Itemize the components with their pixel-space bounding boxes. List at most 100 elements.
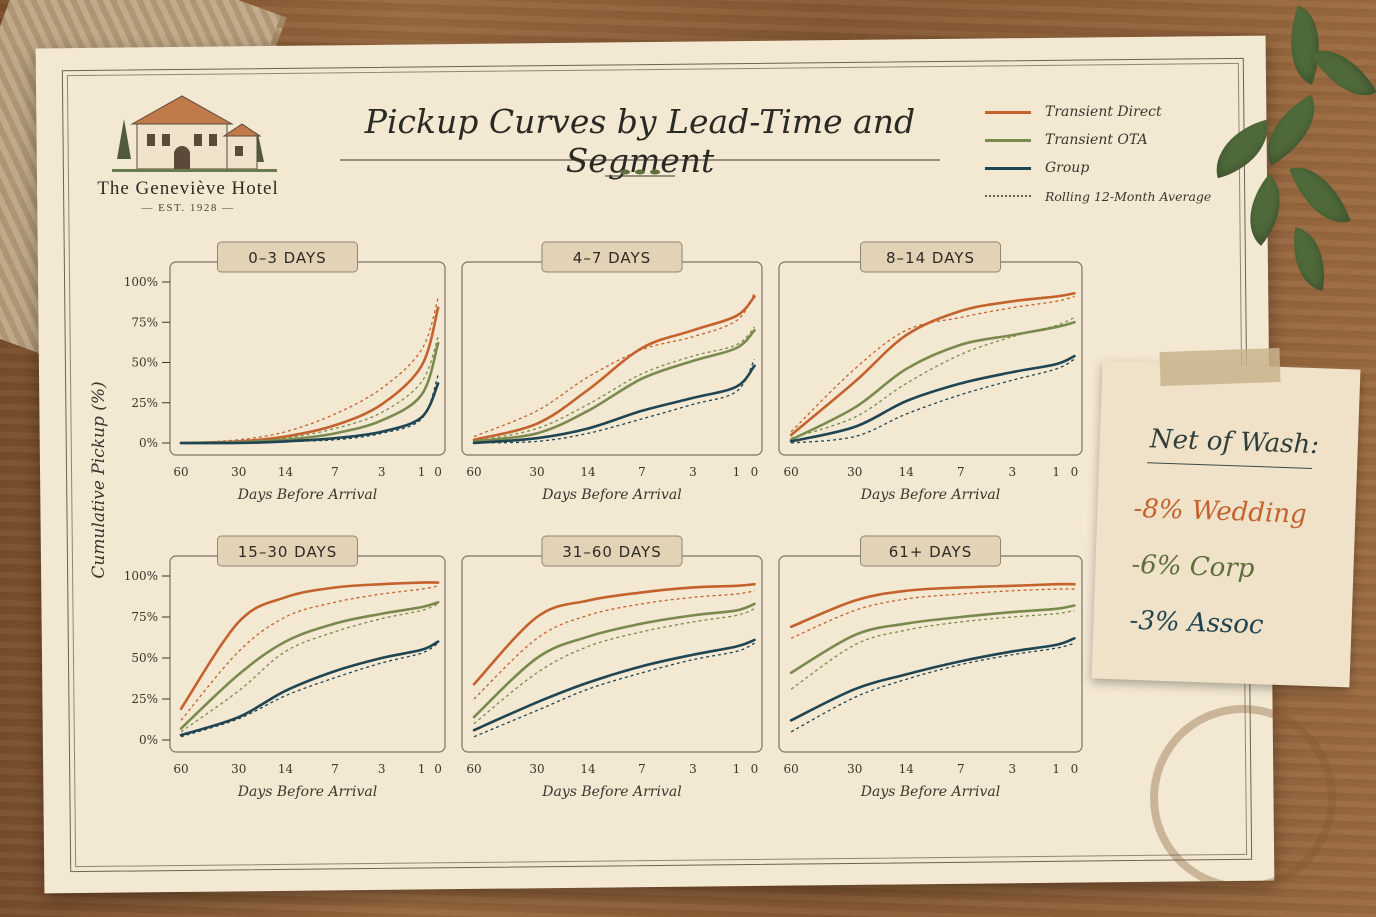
panel-title-tab — [860, 241, 1001, 273]
panel-title: 31–60 DAYS — [562, 543, 662, 561]
title-ornament — [340, 159, 940, 177]
x-tick-label: 14 — [899, 762, 915, 776]
panel-frame — [778, 261, 1083, 456]
x-tick-label: 30 — [847, 762, 862, 776]
legend-item-group: Group — [985, 154, 1225, 182]
x-axis-label: Days Before Arrival — [237, 784, 377, 800]
panel-title-tab — [541, 241, 683, 273]
series-line-transient-ota — [472, 329, 756, 443]
panel-title-tab — [217, 535, 358, 567]
series-line-group — [179, 382, 440, 445]
series-line-transient-ota — [472, 602, 756, 719]
x-tick-label: 1 — [1052, 762, 1060, 776]
rolling-average-line — [473, 292, 756, 438]
x-tick-label: 7 — [638, 465, 646, 479]
series-line-transient-direct — [789, 582, 1076, 629]
x-tick-label: 30 — [231, 465, 246, 479]
x-tick-label: 1 — [418, 762, 426, 776]
y-axis-label: Cumulative Pickup (%) — [89, 381, 109, 578]
rolling-average-line — [180, 585, 439, 721]
x-tick-label: 3 — [378, 465, 386, 479]
series-line-transient-ota — [179, 600, 440, 730]
x-axis-label: Days Before Arrival — [237, 487, 377, 503]
rolling-average-line — [790, 588, 1075, 639]
legend-label: Group — [1045, 160, 1090, 176]
series-line-transient-direct — [179, 306, 440, 445]
x-tick-label: 1 — [1052, 465, 1060, 479]
series-line-transient-direct — [179, 581, 440, 711]
x-tick-label: 0 — [751, 762, 759, 776]
rolling-average-line — [473, 590, 755, 700]
panel-title: 8–14 DAYS — [886, 249, 975, 267]
x-tick-label: 14 — [899, 465, 915, 479]
x-axis-label: Days Before Arrival — [541, 784, 681, 800]
panel-title-tab — [860, 535, 1001, 567]
y-tick-label: 25% — [131, 692, 158, 706]
x-tick-label: 7 — [638, 762, 646, 776]
rolling-average-line — [790, 295, 1075, 433]
y-tick-label: 100% — [124, 569, 158, 583]
legend-swatch — [985, 195, 1031, 197]
x-tick-label: 0 — [751, 465, 759, 479]
rolling-average-line — [473, 358, 756, 444]
x-tick-label: 0 — [434, 762, 442, 776]
x-tick-label: 60 — [173, 465, 188, 479]
rolling-average-line — [180, 642, 439, 738]
x-tick-label: 3 — [689, 465, 697, 479]
rolling-average-line — [473, 608, 755, 725]
series-line-group — [789, 354, 1076, 443]
x-tick-label: 7 — [331, 465, 339, 479]
legend-swatch — [985, 138, 1031, 142]
panel-title: 4–7 DAYS — [573, 249, 651, 267]
rolling-average-line — [790, 642, 1075, 733]
x-tick-label: 7 — [331, 762, 339, 776]
hotel-established: — EST. 1928 — — [141, 202, 235, 214]
series-line-transient-direct — [472, 295, 756, 442]
panel-title-tab — [217, 241, 358, 273]
x-tick-label: 1 — [418, 465, 426, 479]
x-axis-label: Days Before Arrival — [860, 784, 1000, 800]
x-tick-label: 60 — [783, 762, 798, 776]
y-tick-label: 75% — [131, 315, 158, 329]
rolling-average-line — [180, 297, 439, 444]
x-tick-label: 0 — [434, 465, 442, 479]
legend-label: Rolling 12-Month Average — [1045, 188, 1212, 204]
hotel-building-logo — [112, 95, 277, 172]
y-tick-label: 75% — [131, 610, 158, 624]
x-tick-label: 3 — [1008, 762, 1016, 776]
legend-item-transient-ota: Transient OTA — [985, 126, 1225, 154]
x-tick-label: 30 — [529, 762, 544, 776]
x-tick-label: 60 — [466, 465, 481, 479]
legend-swatch — [985, 166, 1031, 170]
series-line-group — [179, 640, 440, 737]
panel-frame — [461, 261, 763, 456]
x-tick-label: 60 — [466, 762, 481, 776]
legend-swatch — [985, 110, 1031, 114]
panel-title-tab — [541, 535, 683, 567]
x-tick-label: 7 — [957, 465, 965, 479]
y-tick-label: 50% — [131, 651, 158, 665]
legend-label: Transient Direct — [1045, 104, 1162, 120]
x-tick-label: 7 — [957, 762, 965, 776]
rolling-average-line — [790, 316, 1075, 439]
y-tick-label: 50% — [131, 356, 158, 370]
x-tick-label: 3 — [689, 762, 697, 776]
series-line-transient-direct — [789, 291, 1076, 437]
y-tick-label: 0% — [139, 733, 158, 747]
x-tick-label: 14 — [278, 465, 294, 479]
series-line-transient-ota — [789, 604, 1076, 675]
x-tick-label: 60 — [783, 465, 798, 479]
x-tick-label: 3 — [378, 762, 386, 776]
x-tick-label: 14 — [580, 762, 596, 776]
rolling-average-line — [180, 603, 439, 733]
x-tick-label: 1 — [733, 465, 741, 479]
series-line-group — [472, 364, 756, 445]
hotel-name: The Geneviève Hotel — [97, 178, 279, 199]
x-tick-label: 3 — [1008, 465, 1016, 479]
series-line-group — [472, 638, 756, 732]
panel-title: 15–30 DAYS — [238, 543, 338, 561]
y-tick-label: 100% — [124, 275, 158, 289]
panel-title: 61+ DAYS — [889, 543, 973, 561]
rolling-average-line — [791, 358, 1075, 444]
x-axis-label: Days Before Arrival — [860, 487, 1000, 503]
